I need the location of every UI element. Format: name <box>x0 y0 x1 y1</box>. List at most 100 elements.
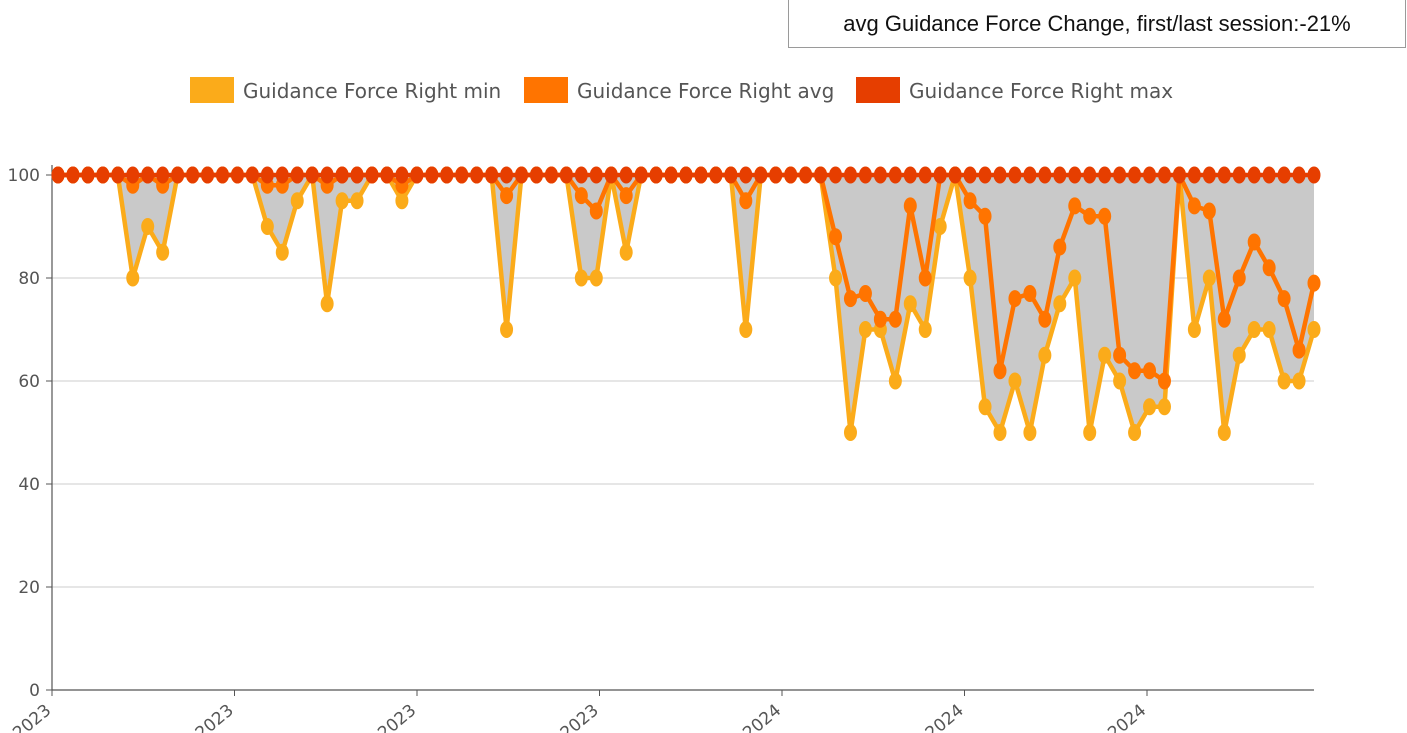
data-point <box>799 166 813 184</box>
data-point <box>1202 269 1216 287</box>
data-point <box>141 166 155 184</box>
x-tick-label: 2023 <box>192 701 238 733</box>
data-point <box>171 166 185 184</box>
data-point <box>335 166 349 184</box>
data-point <box>1247 321 1261 338</box>
data-point <box>1202 202 1216 220</box>
data-point <box>1292 166 1306 184</box>
data-point <box>589 269 603 287</box>
data-point <box>1068 197 1082 215</box>
data-point <box>993 166 1007 184</box>
data-point <box>1128 362 1142 380</box>
data-point <box>948 166 962 184</box>
data-point <box>215 166 229 184</box>
data-point <box>679 166 693 184</box>
data-point <box>694 166 708 184</box>
data-point <box>1143 398 1157 416</box>
data-point <box>589 166 603 184</box>
data-point <box>1038 310 1052 328</box>
data-point <box>1292 372 1306 390</box>
data-point <box>1247 233 1261 251</box>
data-point <box>1008 290 1022 308</box>
data-point <box>888 166 902 184</box>
data-point <box>51 166 65 184</box>
data-point <box>500 321 514 338</box>
y-tick-label: 60 <box>18 372 40 392</box>
data-point <box>978 166 992 184</box>
data-point <box>126 269 140 287</box>
data-point <box>275 166 289 184</box>
data-point <box>963 269 977 287</box>
data-point <box>1143 362 1157 380</box>
data-point <box>66 166 80 184</box>
x-tick-label: 2024 <box>1104 701 1150 733</box>
data-point <box>858 321 872 338</box>
data-point <box>843 166 857 184</box>
data-point <box>260 218 274 235</box>
data-point <box>470 166 484 184</box>
data-point <box>1128 166 1142 184</box>
legend-label: Guidance Force Right avg <box>577 79 834 103</box>
data-point <box>81 166 95 184</box>
data-point <box>515 166 529 184</box>
data-point <box>829 228 843 246</box>
data-point <box>619 166 633 184</box>
data-point <box>574 166 588 184</box>
data-point <box>350 166 364 184</box>
x-tick-label: 2024 <box>922 701 968 733</box>
data-point <box>1262 259 1276 277</box>
data-point <box>544 166 558 184</box>
data-point <box>619 187 633 205</box>
legend-item: Guidance Force Right min <box>190 77 501 103</box>
data-point <box>275 243 289 261</box>
series-3 <box>51 166 1321 184</box>
data-point <box>290 192 304 210</box>
data-point <box>754 166 768 184</box>
data-point <box>1262 166 1276 184</box>
data-point <box>649 166 663 184</box>
data-point <box>1023 424 1037 441</box>
data-point <box>888 310 902 328</box>
data-point <box>320 166 334 184</box>
data-point <box>395 192 409 210</box>
data-point <box>126 166 140 184</box>
data-point <box>933 166 947 184</box>
data-point <box>1053 295 1067 313</box>
data-point <box>1187 197 1201 215</box>
data-point <box>784 166 798 184</box>
data-point <box>1068 166 1082 184</box>
data-point <box>245 166 259 184</box>
data-point <box>1232 346 1246 364</box>
data-point <box>1053 238 1067 256</box>
legend-label: Guidance Force Right min <box>243 79 501 103</box>
data-point <box>1307 166 1321 184</box>
data-point <box>1113 166 1127 184</box>
data-point <box>1083 424 1097 441</box>
data-point <box>529 166 543 184</box>
data-point <box>1023 166 1037 184</box>
data-point <box>485 166 499 184</box>
data-point <box>769 166 783 184</box>
data-point <box>1113 346 1127 364</box>
data-point <box>873 310 887 328</box>
data-point <box>1053 166 1067 184</box>
data-point <box>1187 166 1201 184</box>
data-point <box>1068 269 1082 287</box>
x-tick-label: 2023 <box>374 701 420 733</box>
data-point <box>1023 284 1037 302</box>
legend-swatch <box>856 77 900 103</box>
plot-area <box>51 166 1321 441</box>
data-point <box>739 166 753 184</box>
data-point <box>156 166 170 184</box>
data-point <box>455 166 469 184</box>
legend-item: Guidance Force Right max <box>856 77 1173 103</box>
data-point <box>619 243 633 261</box>
data-point <box>1098 207 1112 225</box>
data-point <box>230 166 244 184</box>
data-point <box>410 166 424 184</box>
data-point <box>1307 321 1321 338</box>
data-point <box>1232 269 1246 287</box>
data-point <box>589 202 603 220</box>
data-point <box>1277 372 1291 390</box>
data-point <box>440 166 454 184</box>
